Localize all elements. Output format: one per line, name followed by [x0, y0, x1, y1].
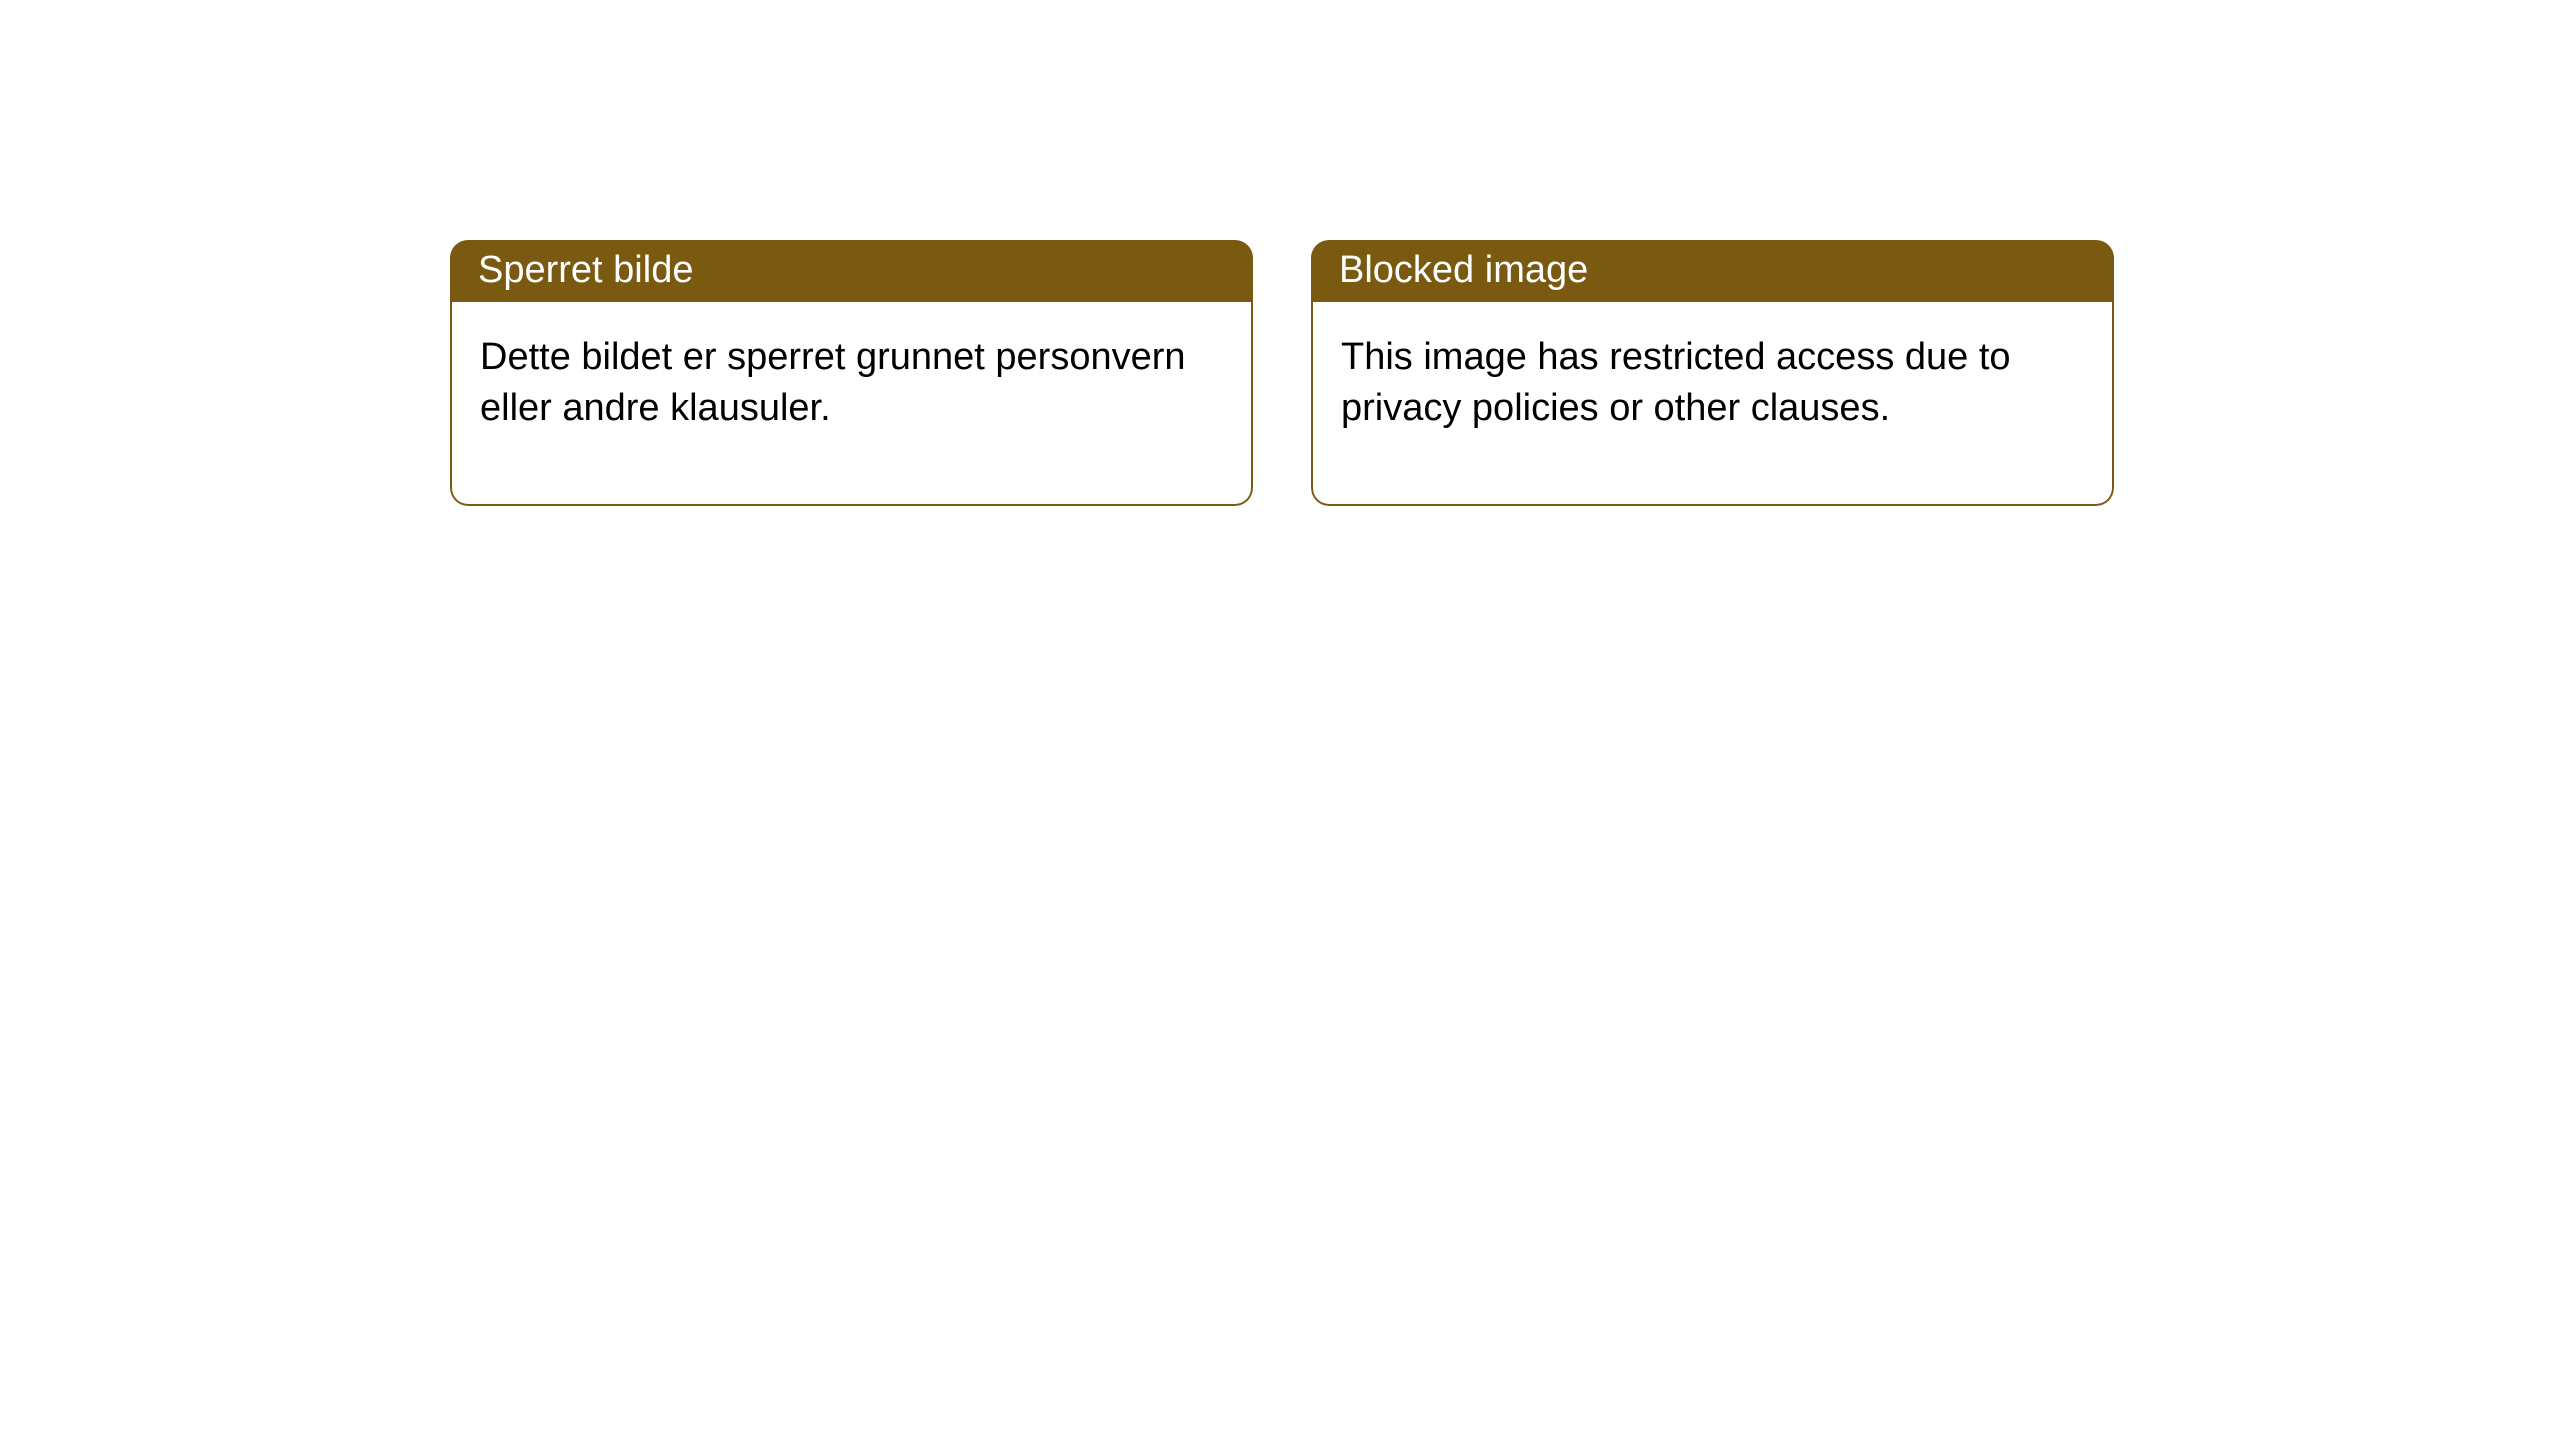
notice-card-header: Blocked image [1311, 240, 2114, 302]
notice-card-body: This image has restricted access due to … [1311, 302, 2114, 507]
notice-card-english: Blocked image This image has restricted … [1311, 240, 2114, 506]
notice-card-norwegian: Sperret bilde Dette bildet er sperret gr… [450, 240, 1253, 506]
notice-card-body: Dette bildet er sperret grunnet personve… [450, 302, 1253, 507]
notice-card-header: Sperret bilde [450, 240, 1253, 302]
notice-cards-container: Sperret bilde Dette bildet er sperret gr… [450, 240, 2114, 506]
